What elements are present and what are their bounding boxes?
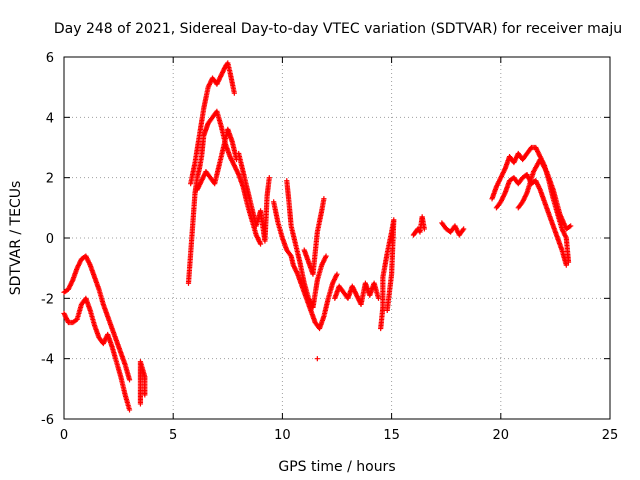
x-tick-label: 10: [274, 428, 291, 443]
y-tick-label: 6: [46, 51, 54, 66]
data-point: [384, 307, 390, 313]
grid-lines: [64, 57, 610, 419]
data-point: [568, 223, 574, 229]
data-point: [421, 226, 427, 232]
y-tick-label: -2: [41, 292, 54, 307]
x-tick-label: 5: [169, 428, 177, 443]
data-point: [142, 392, 148, 398]
x-tick-label: 15: [383, 428, 400, 443]
data-point: [566, 224, 573, 230]
y-tick-label: -4: [41, 353, 54, 368]
data-point: [126, 377, 133, 383]
data-point: [314, 356, 320, 362]
x-tick-label: 25: [602, 428, 619, 443]
y-tick-label: -6: [41, 413, 54, 428]
data-points: [61, 60, 574, 413]
data-point: [323, 253, 329, 259]
data-point: [126, 407, 133, 413]
axis-ticks: 0 5 10 15 20 25 -6 -4 -2 0 2 4 6: [41, 51, 618, 443]
data-point: [334, 271, 340, 277]
y-axis-label: SDTVAR / TECUs: [8, 181, 24, 296]
x-axis-label: GPS time / hours: [278, 459, 395, 475]
data-point: [375, 295, 382, 301]
data-point: [321, 196, 327, 202]
data-point: [231, 90, 237, 96]
y-tick-label: 2: [46, 172, 54, 187]
data-point: [563, 262, 569, 268]
y-tick-label: 0: [46, 232, 54, 247]
x-tick-label: 20: [493, 428, 510, 443]
data-point: [266, 175, 272, 181]
chart-title: Day 248 of 2021, Sidereal Day-to-day VTE…: [54, 21, 622, 37]
data-point: [461, 226, 467, 232]
data-point: [257, 241, 264, 247]
y-tick-label: 4: [46, 111, 54, 126]
x-tick-label: 0: [60, 428, 68, 443]
